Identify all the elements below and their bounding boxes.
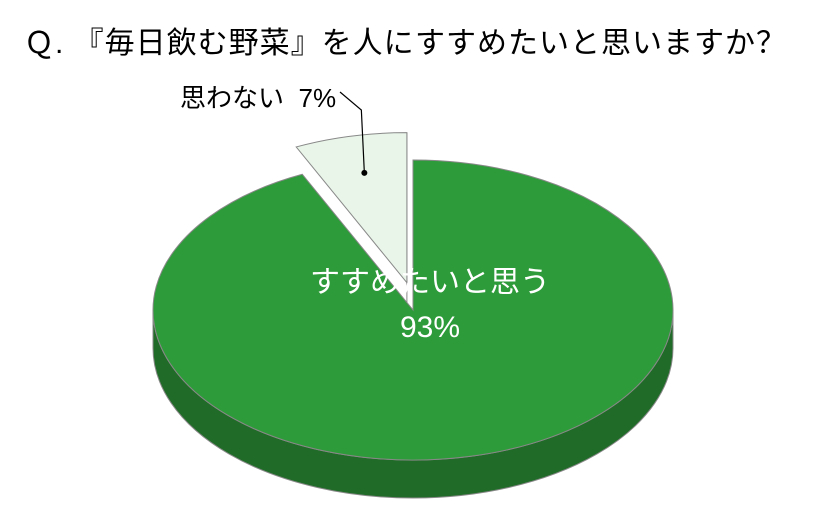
slice-label-small: 思わない 7% <box>180 78 336 115</box>
pie-chart: すすめたいと思う 93% 思わない 7% <box>0 70 826 500</box>
chart-question-title: Ｑ. 『毎日飲む野菜』を人にすすめたいと思いますか？ <box>24 18 802 62</box>
slice-label-main-line1: すすめたいと思う <box>310 266 550 299</box>
slice-label-small-text: 思わない <box>180 83 284 113</box>
slice-label-main-line2: 93% <box>400 311 460 344</box>
slice-label-main: すすめたいと思う 93% <box>300 260 560 350</box>
